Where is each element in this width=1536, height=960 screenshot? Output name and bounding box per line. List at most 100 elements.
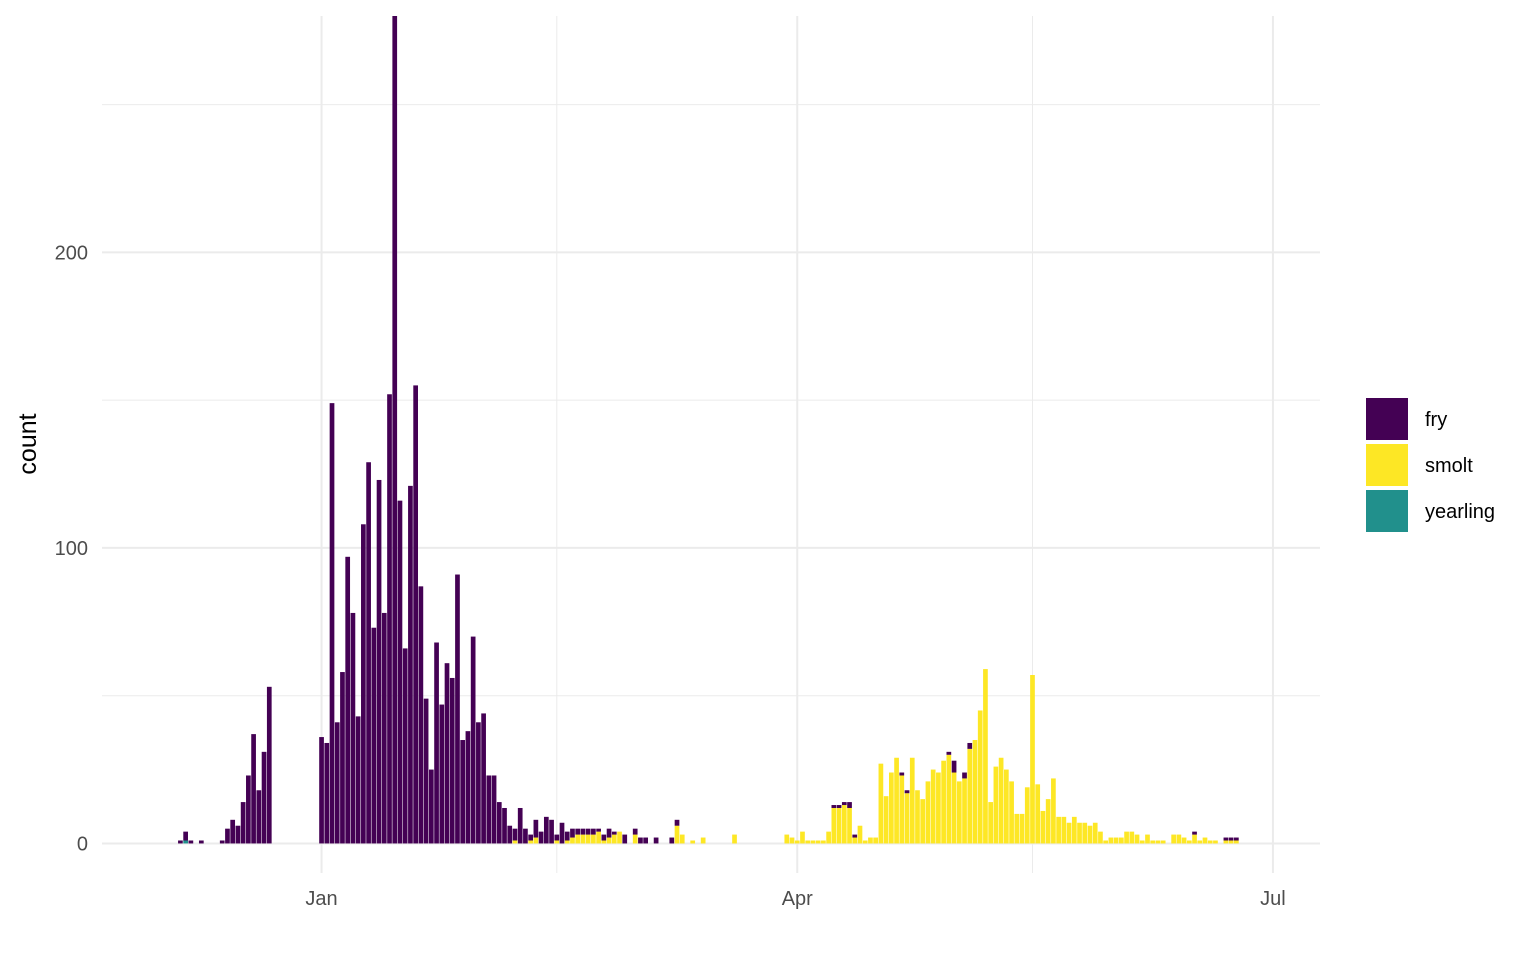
bar-smolt: [1030, 675, 1035, 844]
bar-fry: [266, 686, 272, 844]
bar-fry: [638, 837, 643, 844]
bar-smolt: [1181, 837, 1187, 844]
bar-fry: [517, 807, 523, 844]
bar-fry: [465, 731, 471, 844]
x-axis-ticks: Jan Apr Jul: [305, 888, 1285, 910]
bar-fry: [183, 831, 188, 841]
bar-fry: [951, 760, 957, 773]
bar-smolt: [805, 840, 811, 844]
bar-smolt: [847, 807, 852, 844]
bar-fry: [1234, 837, 1239, 841]
bar-smolt: [1024, 787, 1030, 844]
bar-fry: [611, 831, 617, 835]
bar-smolt: [1176, 834, 1182, 844]
bar-smolt: [873, 837, 879, 844]
bar-smolt: [1014, 813, 1020, 844]
bar-fry: [408, 485, 413, 844]
bar-smolt: [700, 837, 706, 844]
bar-fry: [256, 790, 262, 844]
bar-smolt: [554, 840, 560, 844]
bar-smolt: [941, 760, 946, 844]
legend-key-smolt: [1366, 444, 1408, 486]
bar-fry: [240, 802, 246, 844]
bar-fry: [439, 704, 445, 844]
bar-smolt: [1092, 822, 1098, 844]
bar-fry: [334, 722, 340, 844]
bar-fry: [460, 740, 466, 844]
bar-smolt: [962, 778, 967, 844]
bar-smolt: [904, 793, 910, 844]
bar-smolt: [528, 840, 533, 844]
bar-fry: [836, 805, 842, 808]
bar-fry: [381, 612, 387, 844]
bar-fry: [219, 840, 225, 844]
bar-smolt: [810, 840, 816, 844]
bar-smolt: [1134, 834, 1140, 844]
bar-smolt: [1139, 840, 1145, 844]
bar-fry: [554, 834, 560, 841]
bar-smolt: [1051, 778, 1056, 844]
bar-fry: [946, 751, 952, 755]
bar-smolt: [899, 775, 905, 844]
bar-fry: [507, 825, 513, 844]
bar-smolt: [1119, 837, 1124, 844]
bar-smolt: [611, 834, 617, 844]
bar-fry: [423, 698, 429, 844]
bar-smolt: [998, 757, 1004, 844]
bar-smolt: [784, 834, 790, 844]
bar-smolt: [1113, 837, 1119, 844]
bar-smolt: [1066, 822, 1072, 844]
bar-fry: [1228, 837, 1234, 841]
bar-fry: [434, 642, 439, 844]
bar-smolt: [868, 837, 873, 844]
bar-smolt: [601, 840, 607, 844]
bar-smolt: [1035, 784, 1041, 844]
bar-smolt: [1228, 840, 1234, 844]
bar-fry: [235, 825, 241, 844]
bar-smolt: [679, 834, 685, 844]
bar-smolt: [1108, 837, 1114, 844]
bar-fry: [366, 462, 371, 844]
bar-smolt: [512, 840, 518, 844]
bar-smolt: [1124, 831, 1129, 844]
bar-fry: [340, 672, 345, 844]
bar-fry: [831, 805, 837, 808]
bar-fry: [1223, 837, 1229, 841]
bar-smolt: [930, 769, 936, 844]
bar-fry: [324, 742, 330, 844]
bar-fry: [1192, 831, 1197, 835]
bar-smolt: [878, 763, 884, 844]
bars: [178, 16, 1239, 844]
bar-fry: [632, 828, 638, 835]
bar-smolt: [1234, 840, 1239, 844]
bar-smolt: [1207, 840, 1213, 844]
x-tick-label: Jul: [1260, 888, 1286, 910]
bar-smolt: [1197, 840, 1203, 844]
bar-smolt: [894, 757, 899, 844]
bar-smolt: [1019, 813, 1025, 844]
bar-smolt: [1192, 834, 1197, 844]
legend: fry smolt yearling: [1366, 398, 1495, 532]
bar-smolt: [585, 834, 591, 844]
bar-smolt: [826, 831, 831, 844]
bar-fry: [559, 822, 565, 844]
x-tick-label: Apr: [782, 888, 813, 910]
bar-smolt: [1071, 816, 1077, 844]
bar-fry: [376, 479, 382, 844]
bar-fry: [591, 828, 596, 835]
bar-fry: [570, 828, 575, 838]
bar-fry: [392, 16, 398, 844]
bar-smolt: [936, 772, 941, 844]
bar-smolt: [1098, 831, 1103, 844]
y-tick-label: 0: [77, 833, 88, 855]
bar-yearling: [183, 840, 188, 844]
bar-smolt: [915, 790, 920, 844]
bar-fry: [361, 524, 366, 844]
bar-smolt: [591, 834, 596, 844]
bar-fry: [899, 772, 905, 776]
bar-smolt: [988, 802, 994, 844]
bar-fry: [643, 837, 648, 844]
y-tick-label: 200: [55, 242, 88, 264]
bar-fry: [512, 828, 518, 841]
